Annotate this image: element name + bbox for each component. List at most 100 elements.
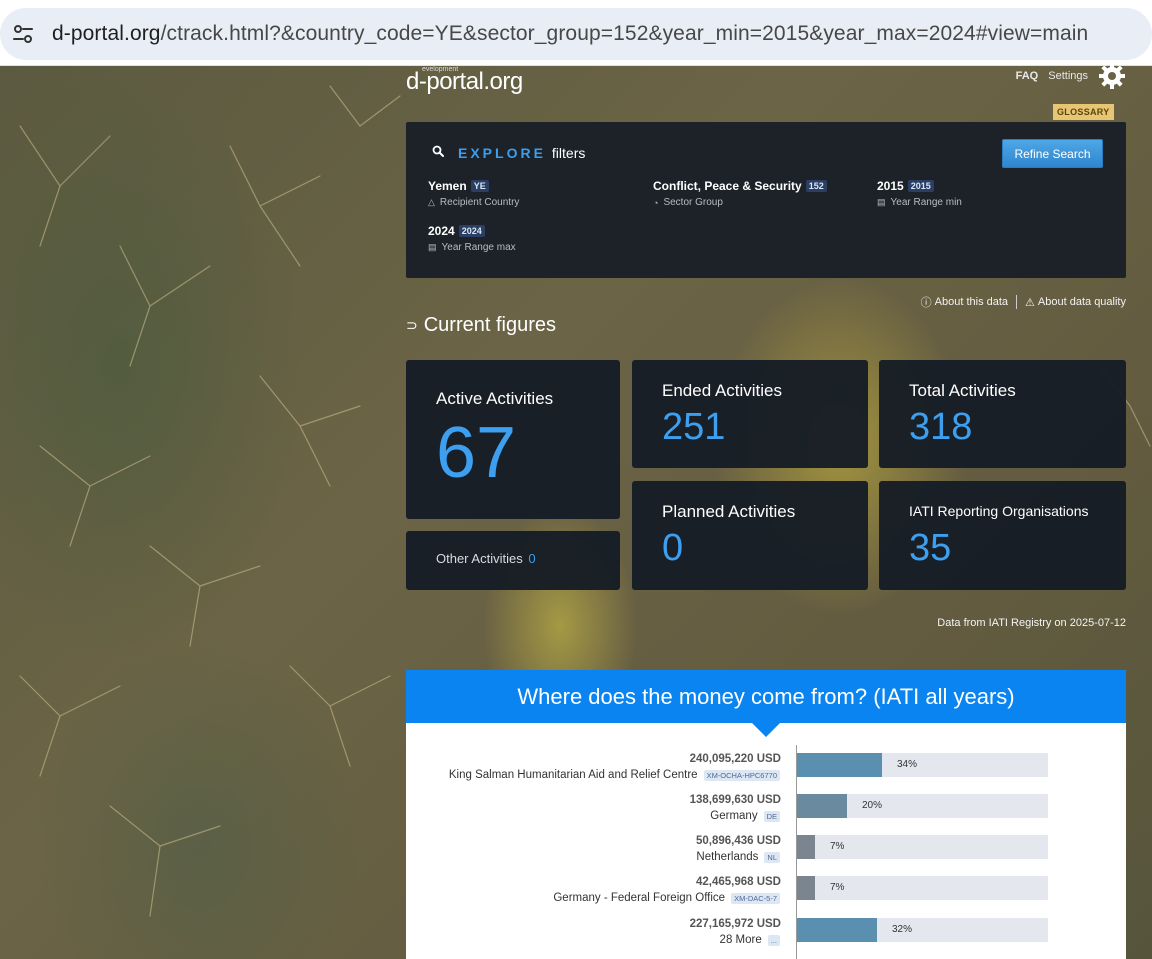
donor-name[interactable]: Germany - Federal Foreign Office XM-DAC-5… bbox=[553, 892, 780, 904]
donor-name-text: Germany bbox=[710, 810, 758, 822]
donor-bar-track: 20% bbox=[797, 794, 1048, 818]
filter-year-max-name: 2024 bbox=[428, 224, 455, 238]
donor-bar-percent: 7% bbox=[830, 841, 845, 852]
divider bbox=[1016, 295, 1018, 309]
money-header-arrow bbox=[751, 722, 781, 737]
donor-name[interactable]: Germany DE bbox=[710, 810, 780, 822]
about-quality-link[interactable]: About data quality bbox=[1037, 296, 1126, 308]
donor-name-text: King Salman Humanitarian Aid and Relief … bbox=[448, 769, 698, 781]
donor-bar[interactable] bbox=[797, 876, 815, 900]
url-path: /ctrack.html?&country_code=YE&sector_gro… bbox=[160, 22, 1089, 45]
search-icon bbox=[432, 144, 444, 162]
donor-code: XM-DAC-5-7 bbox=[731, 892, 780, 904]
explore-word: EXPLORE bbox=[458, 145, 546, 161]
donor-bar[interactable] bbox=[797, 753, 882, 777]
url-text[interactable]: d-portal.org/ctrack.html?&country_code=Y… bbox=[52, 22, 1088, 46]
other-activities-label: Other Activities 0 bbox=[436, 551, 536, 566]
other-activities-text: Other Activities bbox=[436, 551, 523, 566]
pie-icon: ◔ bbox=[653, 197, 659, 208]
donor-bar-percent: 34% bbox=[897, 759, 918, 770]
about-data-link[interactable]: About this data bbox=[934, 296, 1009, 308]
filter-year-max-code: 2024 bbox=[458, 225, 485, 237]
url-field[interactable]: d-portal.org/ctrack.html?&country_code=Y… bbox=[0, 8, 1152, 60]
filter-year-min-code: 2015 bbox=[907, 180, 934, 192]
planned-activities-label: Planned Activities bbox=[662, 502, 796, 521]
donor-name[interactable]: King Salman Humanitarian Aid and Relief … bbox=[449, 769, 780, 781]
donor-bar[interactable] bbox=[797, 794, 847, 818]
faq-link[interactable]: FAQ bbox=[1015, 70, 1039, 82]
donor-chart: 240,095,220 USD King Salman Humanitarian … bbox=[406, 723, 1126, 959]
gear-icon[interactable] bbox=[1098, 62, 1126, 90]
current-figures-title: ⊃ Current figures bbox=[406, 314, 556, 337]
info-icon: ⓘ bbox=[920, 297, 932, 309]
other-activities-value: 0 bbox=[528, 551, 536, 566]
refine-search-button[interactable]: Refine Search bbox=[1002, 139, 1103, 168]
donor-code: DE bbox=[763, 810, 780, 822]
filter-country-name: Yemen bbox=[428, 179, 467, 193]
active-activities-label: Active Activities bbox=[436, 389, 554, 408]
about-links: ⓘ About this data ⚠ About data quality bbox=[921, 294, 1126, 310]
filters-word: filters bbox=[551, 145, 586, 161]
warning-icon: ⚠ bbox=[1025, 296, 1035, 309]
donor-name-text: Germany - Federal Foreign Office bbox=[553, 892, 726, 904]
data-source-note: Data from IATI Registry on 2025-07-12 bbox=[937, 617, 1126, 629]
ended-activities-card[interactable]: Ended Activities 251 bbox=[632, 360, 868, 468]
donor-bar[interactable] bbox=[797, 918, 877, 942]
donor-bar-percent: 7% bbox=[830, 882, 845, 893]
donor-name[interactable]: 28 More... bbox=[720, 934, 780, 946]
site-settings-icon[interactable] bbox=[6, 17, 40, 51]
d-portal-logo[interactable]: evelopment d-portal.org bbox=[406, 66, 523, 96]
other-activities-card[interactable]: Other Activities 0 bbox=[406, 531, 620, 590]
active-activities-value: 67 bbox=[436, 413, 517, 493]
donor-amount: 240,095,220 USD bbox=[689, 753, 781, 765]
settings-link[interactable]: Settings bbox=[1048, 70, 1088, 82]
donor-name-text: 28 More bbox=[719, 934, 762, 946]
filter-year-max-type: Year Range max bbox=[441, 242, 516, 253]
filter-year-min-name: 2015 bbox=[877, 179, 904, 193]
total-activities-card[interactable]: Total Activities 318 bbox=[879, 360, 1126, 468]
donor-bar-percent: 32% bbox=[892, 924, 913, 935]
ended-activities-value: 251 bbox=[662, 406, 726, 448]
calendar-icon: ▤ bbox=[428, 242, 437, 252]
donor-bar[interactable] bbox=[797, 835, 815, 859]
active-activities-card[interactable]: Active Activities 67 bbox=[406, 360, 620, 519]
reporting-orgs-label: IATI Reporting Organisations bbox=[909, 503, 1089, 519]
explore-title: EXPLORE filters bbox=[432, 144, 585, 162]
triangle-icon: △ bbox=[428, 197, 435, 207]
filter-sector[interactable]: Conflict, Peace & Security 152 ◔ Sector Gr… bbox=[653, 179, 827, 208]
filter-year-max[interactable]: 2024 2024 ▤ Year Range max bbox=[428, 224, 516, 253]
planned-activities-card[interactable]: Planned Activities 0 bbox=[632, 481, 868, 590]
filter-country-code: YE bbox=[470, 180, 489, 192]
donor-amount: 42,465,968 USD bbox=[695, 876, 781, 888]
figures-title-text: Current figures bbox=[423, 314, 557, 336]
donor-bar-track: 7% bbox=[797, 876, 1048, 900]
logo-text: d-portal.org bbox=[406, 68, 523, 95]
donor-name[interactable]: Netherlands NL bbox=[696, 851, 780, 863]
donor-bar-track: 7% bbox=[797, 835, 1048, 859]
donor-bar-track: 34% bbox=[797, 753, 1048, 777]
chart-axis bbox=[796, 745, 797, 959]
total-activities-label: Total Activities bbox=[909, 381, 1016, 400]
donor-amount: 50,896,436 USD bbox=[695, 835, 781, 847]
explore-filters-panel: EXPLORE filters Refine Search Yemen YE △ R… bbox=[406, 122, 1126, 278]
donor-amount: 227,165,972 USD bbox=[689, 918, 781, 930]
filter-country[interactable]: Yemen YE △ Recipient Country bbox=[428, 179, 519, 208]
filter-country-type: Recipient Country bbox=[439, 197, 520, 208]
ended-activities-label: Ended Activities bbox=[662, 381, 783, 400]
donor-code: ... bbox=[767, 934, 780, 946]
donor-amount: 138,699,630 USD bbox=[689, 794, 781, 806]
top-nav: FAQ Settings bbox=[1016, 62, 1126, 90]
donor-bar-track: 32% bbox=[797, 918, 1048, 942]
figures-icon: ⊃ bbox=[406, 317, 418, 333]
money-section-title: Where does the money come from? (IATI al… bbox=[517, 683, 1015, 709]
browser-address-bar: d-portal.org/ctrack.html?&country_code=Y… bbox=[0, 0, 1152, 66]
filter-year-min[interactable]: 2015 2015 ▤ Year Range min bbox=[877, 179, 962, 208]
planned-activities-value: 0 bbox=[662, 527, 684, 569]
donor-bar-percent: 20% bbox=[862, 800, 883, 811]
money-section-header: Where does the money come from? (IATI al… bbox=[406, 670, 1126, 723]
glossary-button[interactable]: GLOSSARY bbox=[1053, 104, 1114, 120]
logo-superscript: evelopment bbox=[422, 66, 459, 73]
total-activities-value: 318 bbox=[909, 406, 973, 448]
filter-sector-code: 152 bbox=[805, 180, 827, 192]
reporting-orgs-card[interactable]: IATI Reporting Organisations 35 bbox=[879, 481, 1126, 590]
